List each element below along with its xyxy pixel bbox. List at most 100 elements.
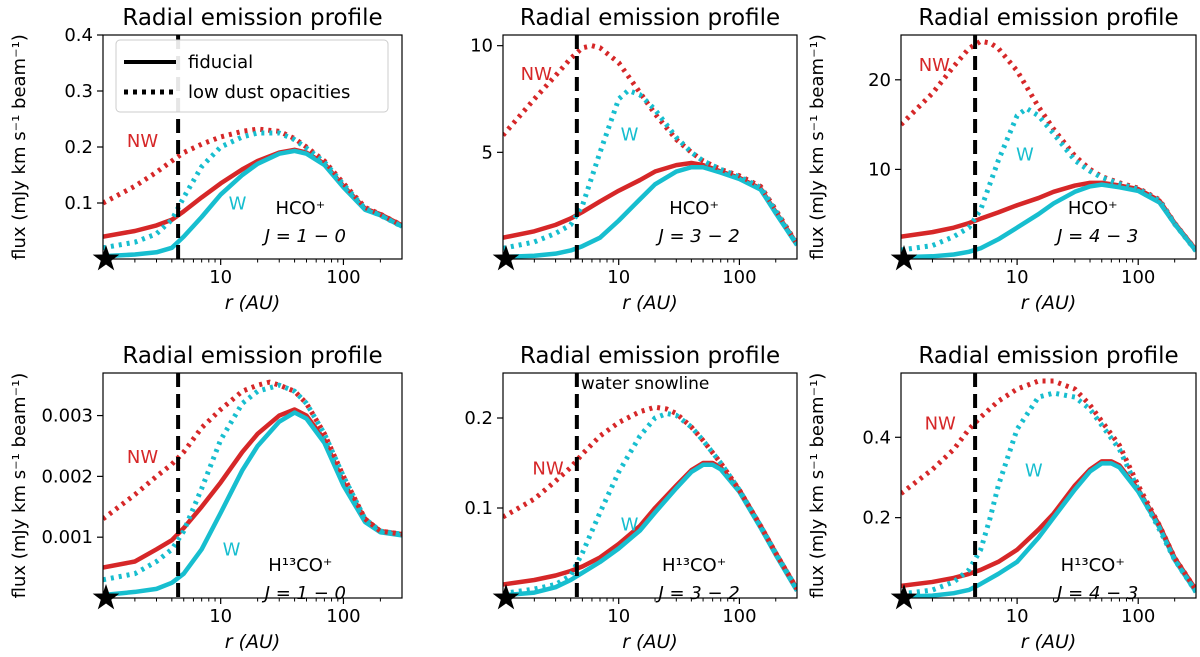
transition-label: J = 1 − 0 [262, 226, 346, 247]
star-icon [92, 245, 120, 271]
nw-label: NW [532, 458, 563, 479]
y-tick-label: 10 [470, 36, 493, 57]
snowline-label: water snowline [581, 374, 709, 394]
y-axis-label: flux (mJy km s⁻¹ beam⁻¹) [807, 373, 828, 599]
y-tick-label: 0.4 [64, 25, 93, 46]
plot-frame [502, 34, 798, 260]
y-tick-label: 0.2 [862, 508, 891, 529]
series-w-fiducial-line [901, 461, 1196, 598]
plot-frame [900, 34, 1197, 260]
y-tick-label: 0.002 [41, 466, 93, 487]
x-tick-label: 10 [1006, 267, 1029, 288]
panel-title: Radial emission profile [520, 5, 780, 31]
molecule-label: HCO⁺ [275, 198, 325, 219]
series-nw-fiducial-line [503, 160, 797, 246]
nw-label: NW [521, 64, 552, 85]
y-tick-label: 0.4 [862, 427, 891, 448]
nw-label: NW [127, 447, 158, 468]
y-tick-label: 0.3 [64, 81, 93, 102]
star-icon [890, 245, 918, 271]
star-icon [92, 584, 120, 610]
y-tick-label: 0.1 [464, 498, 493, 519]
panel-title: Radial emission profile [122, 343, 382, 369]
x-tick-label: 100 [326, 606, 360, 627]
series-nw-fiducial-line [503, 460, 797, 591]
series-group [901, 38, 1196, 259]
legend: fiducial low dust opacities [115, 39, 389, 113]
y-tick-label: 0.003 [41, 406, 93, 427]
star-icon [890, 584, 918, 610]
series-group [503, 43, 797, 259]
panel-2: Radial emission profile 5 10 10 100 r (AU) HCO… [470, 5, 798, 314]
w-label: W [223, 539, 241, 560]
molecule-label: H¹³CO⁺ [662, 555, 726, 576]
series-nw-fiducial-line [103, 407, 402, 570]
x-tick-label: 100 [722, 606, 756, 627]
x-tick-label: 10 [209, 267, 232, 288]
y-axis-label: flux (mJy km s⁻¹ beam⁻¹) [9, 34, 30, 260]
series-group [103, 379, 402, 598]
x-tick-label: 100 [1121, 267, 1155, 288]
transition-label: J = 4 − 3 [1054, 226, 1138, 247]
y-tick-label: 20 [868, 70, 891, 91]
w-label: W [621, 515, 639, 536]
x-tick-label: 10 [1006, 606, 1029, 627]
panel-3: Radial emission profile 10 20 10 100 r (AU) fl… [807, 5, 1197, 314]
panel-title: Radial emission profile [122, 5, 382, 31]
series-w-low-dust-line [901, 105, 1196, 253]
transition-label: J = 1 − 0 [262, 583, 346, 604]
x-tick-label: 10 [209, 606, 232, 627]
panel-title: Radial emission profile [520, 343, 780, 369]
series-w-low-dust-line [103, 130, 402, 251]
series-group [901, 378, 1196, 598]
series-w-fiducial-line [503, 165, 797, 259]
transition-label: J = 3 − 2 [655, 226, 739, 247]
series-nw-low-dust-line [503, 404, 797, 591]
molecule-label: HCO⁺ [669, 198, 719, 219]
plot-frame [900, 372, 1197, 599]
panel-1: Radial emission profile 0.1 0.2 0.3 0.4 10 100… [9, 5, 403, 314]
y-axis-label: flux (mJy km s⁻¹ beam⁻¹) [9, 373, 30, 599]
x-axis-label: r (AU) [622, 292, 678, 314]
y-tick-label: 0.1 [64, 193, 93, 214]
w-label: W [1016, 144, 1034, 165]
y-tick-label: 5 [482, 142, 493, 163]
y-tick-label: 10 [868, 159, 891, 180]
x-tick-label: 100 [1121, 606, 1155, 627]
panel-title: Radial emission profile [918, 343, 1178, 369]
series-w-fiducial-line [901, 182, 1196, 259]
x-tick-label: 100 [722, 267, 756, 288]
series-group [503, 404, 797, 598]
x-tick-label: 10 [607, 606, 630, 627]
series-w-low-dust-line [503, 411, 797, 596]
transition-label: J = 3 − 2 [655, 583, 739, 604]
series-nw-low-dust-line [103, 379, 402, 537]
series-nw-low-dust-line [503, 43, 797, 246]
w-label: W [1025, 461, 1043, 482]
plot-frame [502, 372, 798, 599]
x-axis-label: r (AU) [622, 631, 678, 653]
star-icon [492, 584, 520, 610]
series-w-low-dust-line [503, 87, 797, 251]
nw-label: NW [919, 55, 950, 76]
y-tick-label: 0.2 [464, 408, 493, 429]
molecule-label: HCO⁺ [1068, 198, 1118, 219]
y-tick-label: 0.001 [41, 527, 93, 548]
panel-4: Radial emission profile 0.001 0.002 0.003 10… [9, 343, 403, 653]
series-nw-low-dust-line [103, 126, 402, 228]
series-w-fiducial-line [103, 148, 402, 259]
y-axis-label: flux (mJy km s⁻¹ beam⁻¹) [807, 34, 828, 260]
series-nw-fiducial-line [103, 147, 402, 239]
x-tick-label: 10 [607, 267, 630, 288]
molecule-label: H¹³CO⁺ [1061, 555, 1125, 576]
series-w-fiducial-line [103, 410, 402, 598]
x-axis-label: r (AU) [1021, 631, 1077, 653]
panel-6: Radial emission profile 0.2 0.4 10 100 r (AU)… [807, 343, 1197, 653]
transition-label: J = 4 − 3 [1054, 583, 1138, 604]
legend-fiducial-label: fiducial [188, 52, 253, 73]
series-group [103, 126, 402, 259]
panel-title: Radial emission profile [918, 5, 1178, 31]
plot-frame [102, 372, 403, 599]
